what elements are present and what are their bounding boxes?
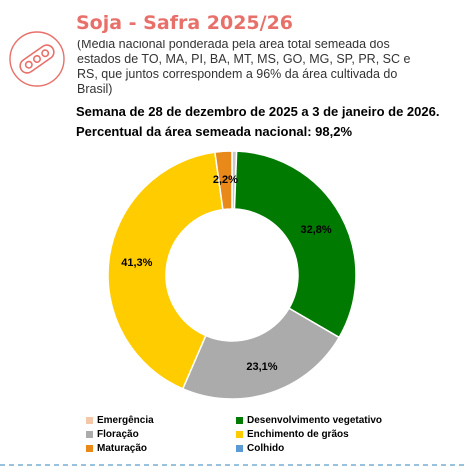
legend-item-5: Colhido (236, 442, 406, 455)
data-label-3: 41,3% (121, 257, 152, 269)
footer-divider (0, 464, 468, 466)
data-label-2: 23,1% (246, 361, 277, 373)
chart-title: Soja - Safra 2025/26 (76, 12, 294, 34)
soybean-pod-icon (9, 31, 65, 87)
legend-item-4: Maturação (86, 442, 236, 455)
week-range: Semana de 28 de dezembro de 2025 a 3 de … (76, 104, 440, 119)
legend-item-0: Emergência (86, 414, 236, 427)
legend-swatch-4 (86, 445, 93, 452)
legend-swatch-2 (86, 431, 93, 438)
donut-slice-1 (233, 150, 357, 339)
donut-chart: 32,8% 23,1% 41,3% 2,2% (107, 150, 357, 400)
sown-area-percent: Percentual da área semeada nacional: 98,… (76, 124, 353, 139)
legend-label-4: Maturação (97, 443, 148, 454)
legend-label-0: Emergência (97, 415, 154, 426)
donut-slice-2 (181, 307, 341, 400)
legend-label-3: Enchimento de grãos (247, 429, 349, 440)
legend-item-1: Desenvolvimento vegetativo (236, 414, 406, 427)
legend-label-2: Floração (97, 429, 139, 440)
chart-subtitle: (Média nacional ponderada pela área tota… (77, 40, 415, 98)
legend-swatch-1 (236, 417, 243, 424)
chart-subtitle-text: (Média nacional ponderada pela área tota… (77, 40, 411, 96)
data-label-1: 32,8% (301, 224, 332, 236)
data-label-4: 2,2% (213, 174, 238, 186)
legend-swatch-0 (86, 417, 93, 424)
donut-slice-3 (107, 151, 224, 390)
legend-label-5: Colhido (247, 443, 285, 454)
legend-item-3: Enchimento de grãos (236, 428, 406, 441)
legend-swatch-5 (236, 445, 243, 452)
legend-swatch-3 (236, 431, 243, 438)
donut-slice-4 (214, 150, 233, 211)
legend-item-2: Floração (86, 428, 236, 441)
legend-label-1: Desenvolvimento vegetativo (247, 415, 383, 426)
chart-legend: Emergência Desenvolvimento vegetativo Flor… (86, 414, 386, 455)
